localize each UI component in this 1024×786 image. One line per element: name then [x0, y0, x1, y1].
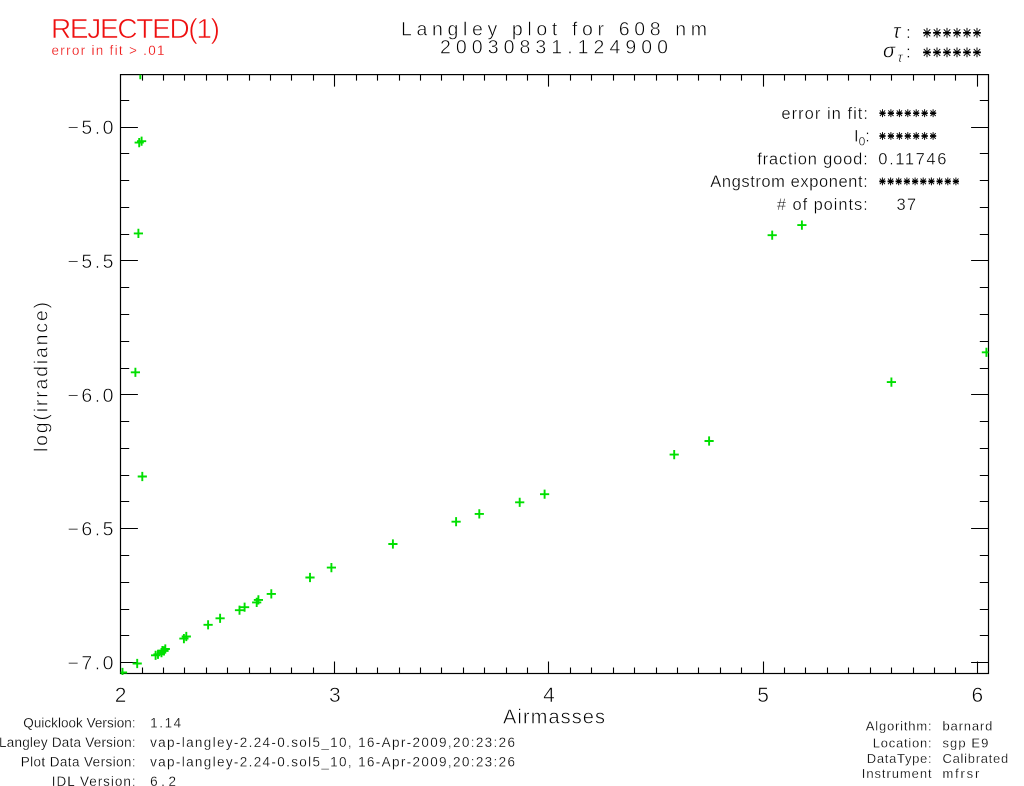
svg-text:20030831.124900: 20030831.124900: [440, 37, 668, 59]
svg-text:REJECTED(1): REJECTED(1): [51, 13, 220, 44]
svg-text:37: 37: [897, 196, 917, 214]
svg-text:σ: σ: [883, 41, 896, 63]
svg-text::: :: [906, 23, 911, 42]
svg-text:2: 2: [115, 684, 127, 707]
svg-text:mfrsr: mfrsr: [943, 766, 980, 781]
svg-text:barnard: barnard: [943, 718, 993, 733]
svg-text:vap-langley-2.24-0.sol5_10, 16: vap-langley-2.24-0.sol5_10, 16-Apr-2009,…: [150, 735, 515, 750]
svg-text:vap-langley-2.24-0.sol5_10, 16: vap-langley-2.24-0.sol5_10, 16-Apr-2009,…: [150, 755, 515, 770]
svg-text:−6.5: −6.5: [68, 519, 114, 541]
svg-text:6: 6: [971, 684, 983, 707]
svg-text:sgp E9: sgp E9: [943, 735, 989, 750]
svg-text:0.11746: 0.11746: [878, 150, 946, 168]
svg-text:Instrument: Instrument: [862, 766, 932, 781]
svg-text:τ: τ: [898, 49, 904, 65]
svg-text:log(irradiance): log(irradiance): [31, 302, 53, 452]
svg-text:I0:: I0:: [854, 128, 870, 149]
svg-text:Algorithm:: Algorithm:: [866, 718, 932, 733]
svg-text:−5.5: −5.5: [68, 251, 114, 273]
svg-text:Calibrated: Calibrated: [943, 751, 1009, 766]
svg-text:−5.0: −5.0: [68, 117, 114, 139]
svg-text:Location:: Location:: [873, 735, 932, 750]
svg-text:# of points:: # of points:: [777, 196, 868, 214]
svg-text:Angstrom exponent:: Angstrom exponent:: [710, 173, 867, 191]
svg-text:Airmasses: Airmasses: [503, 707, 605, 729]
svg-text:error in fit:: error in fit:: [781, 105, 868, 123]
svg-text:Quicklook Version:: Quicklook Version:: [23, 716, 135, 731]
svg-text:5: 5: [757, 684, 769, 707]
svg-text:DataType:: DataType:: [867, 751, 932, 766]
svg-text:fraction good:: fraction good:: [757, 150, 868, 168]
svg-text:IDL Version:: IDL Version:: [52, 774, 136, 786]
svg-text:τ: τ: [893, 21, 902, 43]
svg-text:−6.0: −6.0: [68, 385, 114, 407]
svg-text:1.14: 1.14: [150, 716, 182, 731]
svg-text:3: 3: [329, 684, 341, 707]
svg-text:6.2: 6.2: [150, 774, 176, 786]
svg-text:−7.0: −7.0: [68, 653, 114, 675]
svg-text:error in fit > .01: error in fit > .01: [52, 43, 165, 58]
svg-text:Langley Data Version:: Langley Data Version:: [0, 735, 136, 750]
svg-text::: :: [906, 43, 911, 62]
svg-text:Plot Data Version:: Plot Data Version:: [21, 755, 136, 770]
svg-text:4: 4: [543, 684, 555, 707]
